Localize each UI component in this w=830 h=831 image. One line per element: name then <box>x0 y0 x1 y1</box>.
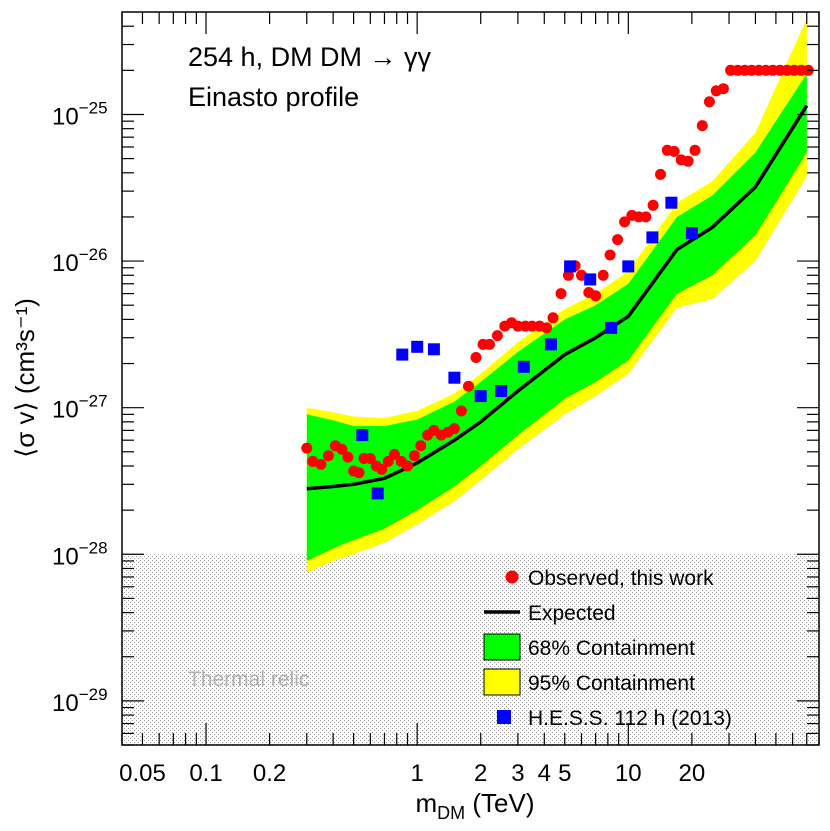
x-axis-title: mDM (TeV) <box>415 788 534 823</box>
observed-point <box>668 145 680 157</box>
legend-symbol-observed <box>505 570 519 584</box>
hess-point <box>396 348 409 361</box>
observed-point <box>655 168 666 180</box>
hess-point <box>517 360 530 373</box>
legend-label-c95: 95% Containment <box>528 672 695 695</box>
annotation-profile: Einasto profile <box>188 82 359 112</box>
hess-point <box>584 273 597 286</box>
x-tick-label: 20 <box>679 760 706 787</box>
observed-point <box>415 440 427 452</box>
observed-point <box>640 211 652 223</box>
observed-point <box>463 380 474 392</box>
hess-point <box>605 321 618 334</box>
observed-point <box>541 322 553 334</box>
observed-point <box>696 120 708 132</box>
y-tick-label: 10−28 <box>52 538 108 570</box>
observed-point <box>388 448 400 460</box>
observed-point <box>455 405 467 417</box>
y-tick-label: 10−26 <box>52 245 108 277</box>
observed-point <box>342 451 354 463</box>
observed-point <box>402 460 413 472</box>
x-tick-label: 0.1 <box>189 760 222 787</box>
observed-point <box>682 155 694 167</box>
observed-point <box>376 463 388 475</box>
hess-point <box>474 390 487 403</box>
legend-label-observed: Observed, this work <box>528 567 714 590</box>
observed-point <box>689 144 701 156</box>
hess-point <box>544 338 557 351</box>
observed-point <box>703 96 715 108</box>
legend-label-expected: Expected <box>528 602 616 625</box>
y-tick-label: 10−29 <box>52 685 108 717</box>
x-tick-label: 2 <box>474 760 487 787</box>
observed-point <box>470 352 482 363</box>
hess-point <box>356 429 369 442</box>
band-68-containment <box>306 73 807 561</box>
legend-symbol-hess <box>497 710 511 724</box>
observed-point <box>555 288 567 300</box>
observed-point <box>647 199 659 211</box>
x-tick-label: 0.2 <box>253 760 286 787</box>
observed-point <box>717 83 729 95</box>
observed-point <box>590 290 602 302</box>
y-tick-label: 10−25 <box>52 98 108 130</box>
observed-point <box>526 320 538 332</box>
observed-point <box>491 330 503 342</box>
hess-point <box>495 385 508 397</box>
hess-point <box>685 227 698 240</box>
observed-point <box>619 216 631 228</box>
legend-symbol-c95 <box>483 668 521 696</box>
x-tick-label: 10 <box>615 760 642 787</box>
hess-point <box>622 260 635 273</box>
observed-point <box>448 423 460 435</box>
y-axis-title: ⟨σ v⟩ (cm³s⁻¹) <box>10 298 40 458</box>
x-tick-label: 5 <box>558 760 571 787</box>
y-tick-label: 10−27 <box>52 392 108 424</box>
hess-point <box>448 371 461 384</box>
plot-frame <box>121 11 820 746</box>
observed-point <box>612 234 624 246</box>
legend-symbol-c68 <box>483 633 521 661</box>
expected-line <box>306 104 809 491</box>
legend-label-hess: H.E.S.S. 112 h (2013) <box>528 707 732 730</box>
observed-point <box>301 442 313 454</box>
observed-point <box>597 269 609 281</box>
hess-point <box>646 231 659 244</box>
observed-point <box>547 312 559 324</box>
observed-point <box>604 249 616 261</box>
observed-point <box>562 269 574 281</box>
legend-label-c68: 68% Containment <box>528 637 695 660</box>
observed-point <box>408 450 420 462</box>
observed-point <box>315 458 327 470</box>
observed-point <box>322 450 334 462</box>
x-tick-label: 0.05 <box>119 760 166 787</box>
observed-point <box>484 338 495 350</box>
observed-point <box>336 443 348 455</box>
observed-point <box>353 467 365 479</box>
observed-point <box>364 453 376 464</box>
x-tick-label: 3 <box>511 760 524 787</box>
thermal-relic-label: Thermal relic <box>188 668 309 691</box>
hess-point <box>371 487 384 500</box>
hess-point <box>564 260 577 273</box>
hess-point <box>427 343 440 356</box>
x-tick-label: 1 <box>410 760 423 787</box>
x-tick-label: 4 <box>538 760 551 787</box>
annotation-process: 254 h, DM DM → γγ <box>188 42 432 72</box>
thermal-relic-region <box>122 554 819 745</box>
hess-point <box>411 340 424 353</box>
hess-point <box>665 196 678 209</box>
